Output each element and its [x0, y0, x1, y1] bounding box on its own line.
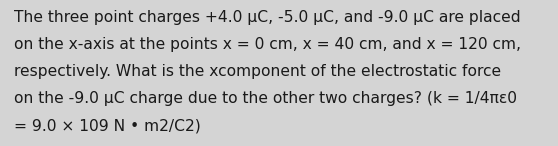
Text: respectively. What is the xcomponent of the electrostatic force: respectively. What is the xcomponent of …	[14, 64, 501, 79]
Text: on the x-axis at the points x = 0 cm, x = 40 cm, and x = 120 cm,: on the x-axis at the points x = 0 cm, x …	[14, 37, 521, 52]
Text: The three point charges +4.0 μC, -5.0 μC, and -9.0 μC are placed: The three point charges +4.0 μC, -5.0 μC…	[14, 10, 521, 25]
Text: = 9.0 × 109 N • m2/C2): = 9.0 × 109 N • m2/C2)	[14, 118, 201, 133]
Text: on the -9.0 μC charge due to the other two charges? (k = 1/4πε0: on the -9.0 μC charge due to the other t…	[14, 91, 517, 106]
